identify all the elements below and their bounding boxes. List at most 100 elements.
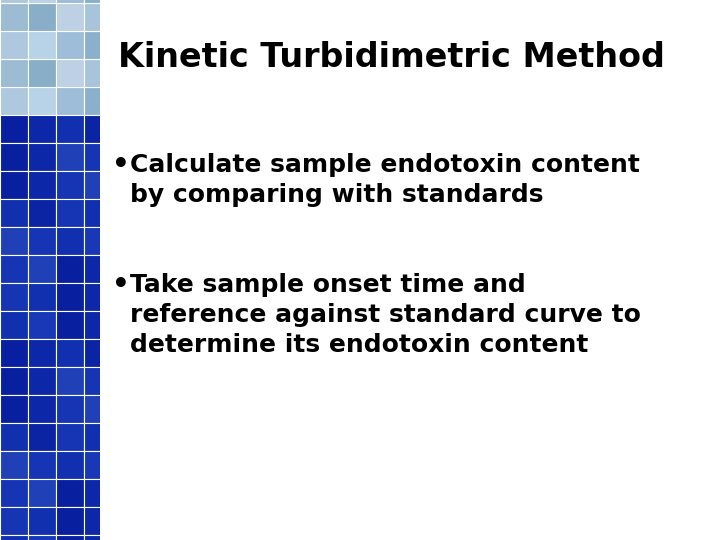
Bar — [84, 479, 112, 507]
Bar — [84, 87, 112, 115]
Bar — [112, 283, 140, 311]
Bar — [56, 0, 84, 3]
Bar — [84, 199, 112, 227]
Bar — [112, 367, 140, 395]
Bar — [28, 507, 56, 535]
Bar — [28, 3, 56, 31]
Bar — [28, 31, 56, 59]
Bar — [28, 143, 56, 171]
Bar — [84, 115, 112, 143]
Bar — [28, 59, 56, 87]
Bar — [0, 143, 28, 171]
Bar — [84, 0, 112, 3]
Bar — [28, 199, 56, 227]
Bar — [84, 395, 112, 423]
Bar — [112, 535, 140, 540]
Bar — [28, 395, 56, 423]
Bar — [56, 87, 84, 115]
Bar — [100, 0, 720, 540]
Bar — [56, 3, 84, 31]
Bar — [28, 311, 56, 339]
Bar — [56, 31, 84, 59]
Bar — [84, 423, 112, 451]
Bar — [0, 255, 28, 283]
Text: reference against standard curve to: reference against standard curve to — [130, 303, 641, 327]
Bar — [112, 479, 140, 507]
Bar — [56, 199, 84, 227]
Bar — [84, 451, 112, 479]
Bar — [0, 283, 28, 311]
Text: Kinetic Turbidimetric Method: Kinetic Turbidimetric Method — [118, 41, 665, 74]
Bar — [84, 283, 112, 311]
Bar — [0, 59, 28, 87]
Bar — [112, 199, 140, 227]
Bar — [28, 87, 56, 115]
Bar — [0, 367, 28, 395]
Bar — [84, 339, 112, 367]
Bar — [56, 115, 84, 143]
Bar — [0, 31, 28, 59]
Bar — [56, 423, 84, 451]
Bar — [0, 423, 28, 451]
Bar — [56, 367, 84, 395]
Text: •: • — [112, 151, 130, 179]
Bar — [112, 143, 140, 171]
Bar — [112, 31, 140, 59]
Bar — [84, 171, 112, 199]
Bar — [84, 59, 112, 87]
Bar — [84, 143, 112, 171]
Bar — [0, 535, 28, 540]
Bar — [56, 283, 84, 311]
Bar — [56, 395, 84, 423]
Bar — [28, 115, 56, 143]
Text: Calculate sample endotoxin content: Calculate sample endotoxin content — [130, 153, 640, 177]
Bar — [84, 227, 112, 255]
Bar — [0, 395, 28, 423]
Bar — [112, 115, 140, 143]
Bar — [112, 171, 140, 199]
Bar — [0, 3, 28, 31]
Text: determine its endotoxin content: determine its endotoxin content — [130, 333, 588, 357]
Bar — [112, 255, 140, 283]
Bar — [28, 479, 56, 507]
Bar — [28, 255, 56, 283]
Bar — [0, 507, 28, 535]
Bar — [56, 339, 84, 367]
Bar — [56, 479, 84, 507]
Text: Take sample onset time and: Take sample onset time and — [130, 273, 526, 297]
Bar — [112, 87, 140, 115]
Bar — [56, 59, 84, 87]
Text: by comparing with standards: by comparing with standards — [130, 183, 544, 207]
Bar — [0, 339, 28, 367]
Bar — [0, 87, 28, 115]
Bar — [56, 507, 84, 535]
Bar — [28, 171, 56, 199]
Bar — [56, 171, 84, 199]
Bar — [28, 227, 56, 255]
Bar — [84, 507, 112, 535]
Bar — [0, 227, 28, 255]
Bar — [84, 535, 112, 540]
Bar — [56, 227, 84, 255]
Bar — [0, 171, 28, 199]
Bar — [56, 535, 84, 540]
Text: •: • — [112, 271, 130, 299]
Bar — [112, 423, 140, 451]
Bar — [112, 0, 140, 3]
Bar — [112, 339, 140, 367]
Bar — [112, 3, 140, 31]
Bar — [0, 311, 28, 339]
Bar — [28, 423, 56, 451]
Bar — [84, 31, 112, 59]
Bar — [0, 451, 28, 479]
Bar — [0, 115, 28, 143]
Bar — [84, 367, 112, 395]
Bar — [112, 59, 140, 87]
Bar — [84, 3, 112, 31]
Bar — [28, 535, 56, 540]
Bar — [28, 0, 56, 3]
Bar — [112, 507, 140, 535]
Bar — [0, 199, 28, 227]
Bar — [56, 143, 84, 171]
Bar — [0, 0, 28, 3]
